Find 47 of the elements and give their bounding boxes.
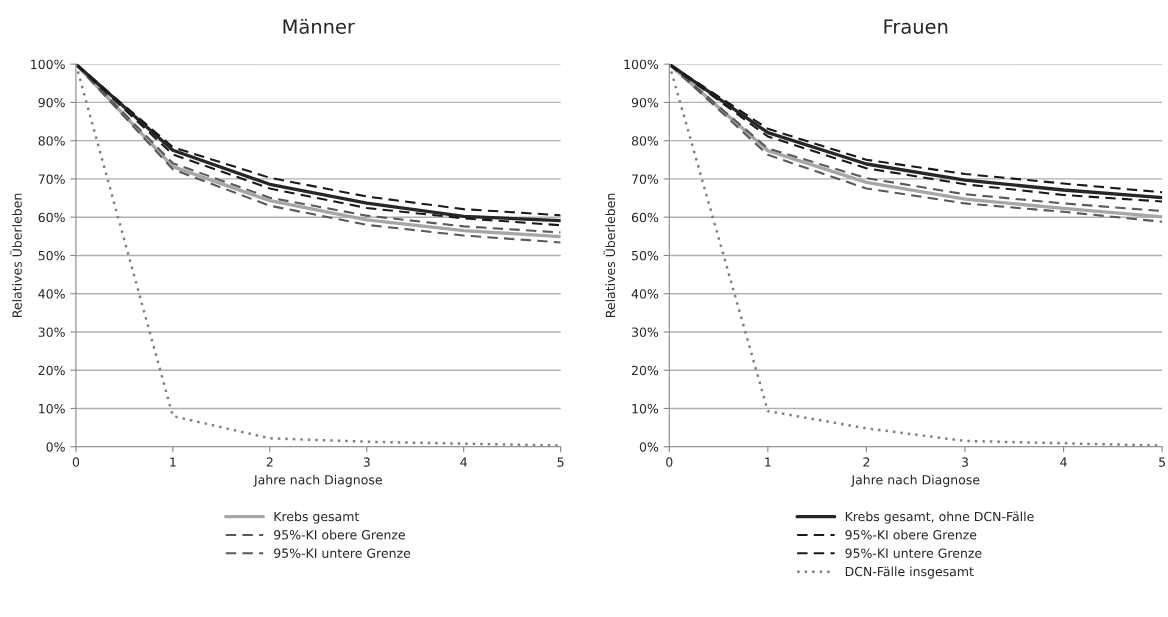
x-tick-label: 5 xyxy=(557,457,564,467)
y-tick-label: 60% xyxy=(38,212,65,223)
legend-label: 95%-KI obere Grenze xyxy=(845,529,977,540)
x-tick-label: 2 xyxy=(863,457,870,467)
chart-title: Frauen xyxy=(884,19,948,34)
legend-label: DCN-Fälle insgesamt xyxy=(845,566,974,579)
y-tick-label: 70% xyxy=(632,174,659,184)
y-tick-label: 80% xyxy=(38,136,65,146)
y-tick-label: 10% xyxy=(632,403,659,414)
y-tick-label: 60% xyxy=(631,212,659,223)
y-axis-title: Relatives Überleben xyxy=(10,193,22,317)
x-tick-label: 2 xyxy=(266,457,273,467)
legend-label: Krebs gesamt xyxy=(274,511,360,524)
legend-label: Krebs gesamt, ohne DCN-Fälle xyxy=(845,511,1034,524)
x-tick-label: 1 xyxy=(765,457,771,467)
y-tick-label: 0% xyxy=(639,442,659,452)
x-tick-label: 0 xyxy=(72,457,80,467)
legend-label: 95%-KI untere Grenze xyxy=(274,548,411,558)
x-tick-label: 3 xyxy=(961,457,968,467)
x-tick-label: 3 xyxy=(363,457,370,467)
y-tick-label: 80% xyxy=(631,136,659,146)
y-tick-label: 30% xyxy=(38,327,65,337)
legend-label: 95%-KI obere Grenze xyxy=(274,529,405,540)
y-tick-label: 20% xyxy=(38,365,65,376)
legend-label: 95%-KI untere Grenze xyxy=(845,548,982,558)
y-tick-label: 0% xyxy=(46,442,65,452)
y-tick-label: 40% xyxy=(38,289,65,299)
y-tick-label: 40% xyxy=(631,289,659,299)
x-tick-label: 0 xyxy=(666,457,673,467)
x-tick-label: 5 xyxy=(1159,457,1166,467)
y-tick-label: 50% xyxy=(632,250,659,261)
y-tick-label: 20% xyxy=(631,365,659,376)
y-tick-label: 70% xyxy=(38,174,65,184)
y-axis-title: Relatives Überleben xyxy=(603,193,616,317)
x-tick-label: 1 xyxy=(170,457,176,467)
y-tick-label: 30% xyxy=(632,327,659,337)
x-axis-title: Jahre nach Diagnose xyxy=(253,474,382,487)
y-tick-label: 100% xyxy=(31,59,65,70)
y-tick-label: 90% xyxy=(38,97,65,108)
chart-title: Männer xyxy=(283,18,355,34)
y-tick-label: 100% xyxy=(624,59,659,70)
y-tick-label: 90% xyxy=(631,97,659,108)
x-axis-title: Jahre nach Diagnose xyxy=(850,474,980,487)
x-tick-label: 4 xyxy=(1060,457,1067,467)
x-tick-label: 4 xyxy=(460,457,467,467)
y-tick-label: 50% xyxy=(38,250,65,261)
y-tick-label: 10% xyxy=(39,403,65,414)
